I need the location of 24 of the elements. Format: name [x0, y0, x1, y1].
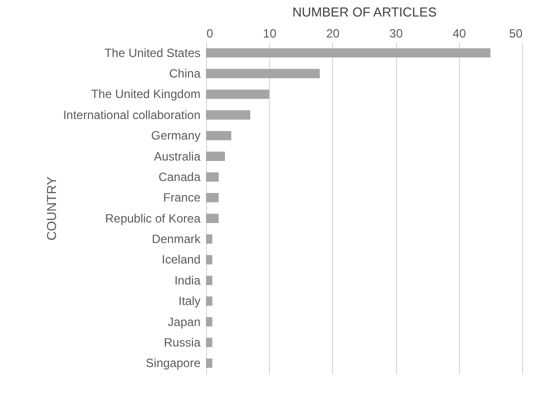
y-tick-label: Russia — [164, 335, 201, 350]
y-tick-label: Iceland — [162, 252, 200, 267]
y-axis-title: COUNTRY — [44, 176, 60, 241]
y-tick-label: The United Kingdom — [91, 87, 200, 102]
x-tick-label: 10 — [263, 26, 277, 40]
y-tick-label: Singapore — [146, 356, 201, 370]
y-tick-label: International collaboration — [63, 108, 200, 122]
y-tick-label: Japan — [168, 314, 200, 329]
y-tick-label: The United States — [104, 46, 200, 60]
x-tick-label: 0 — [206, 26, 214, 40]
y-tick-label: Denmark — [152, 232, 202, 246]
y-tick-label: France — [163, 190, 201, 205]
x-tick-label: 20 — [326, 26, 340, 40]
x-tick-label: 30 — [389, 26, 404, 40]
y-tick-label: China — [169, 66, 201, 81]
x-tick-label: 40 — [452, 26, 466, 40]
y-tick-label: India — [174, 273, 201, 288]
y-tick-label: Australia — [154, 149, 201, 164]
y-tick-label: Canada — [158, 170, 201, 184]
x-axis-title: NUMBER OF ARTICLES — [292, 4, 437, 20]
y-tick-label: Republic of Korea — [105, 211, 201, 226]
y-tick-label: Italy — [178, 294, 200, 308]
y-tick-label: Germany — [151, 128, 200, 143]
x-tick-label: 50 — [509, 26, 523, 40]
